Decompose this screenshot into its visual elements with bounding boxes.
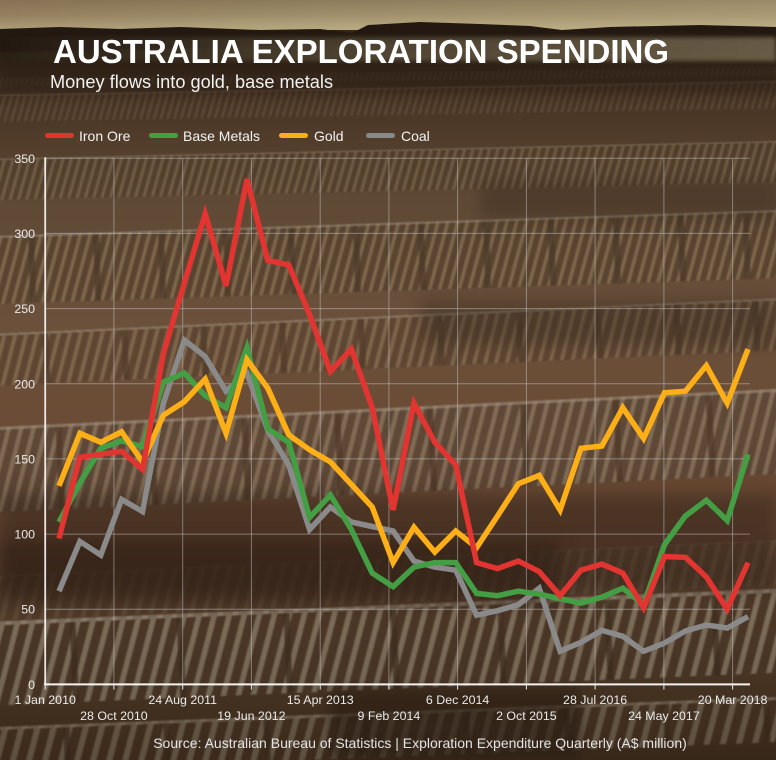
svg-text:28 Oct 2010: 28 Oct 2010 [80,709,148,723]
svg-text:50: 50 [21,603,35,617]
svg-text:200: 200 [14,377,35,391]
svg-text:Source: Australian Bureau of S: Source: Australian Bureau of Statistics … [153,735,687,751]
svg-text:300: 300 [14,227,35,241]
svg-text:19 Jun 2012: 19 Jun 2012 [217,709,285,723]
svg-text:28 Jul 2016: 28 Jul 2016 [563,693,627,707]
svg-text:350: 350 [14,152,35,166]
svg-text:150: 150 [14,452,35,466]
svg-text:0: 0 [28,678,35,692]
svg-text:1 Jan 2010: 1 Jan 2010 [15,693,76,707]
svg-text:15 Apr 2013: 15 Apr 2013 [287,693,354,707]
svg-text:100: 100 [14,528,35,542]
svg-text:20 Mar 2018: 20 Mar 2018 [698,693,768,707]
svg-text:250: 250 [14,302,35,316]
svg-text:24 Aug 2011: 24 Aug 2011 [148,693,217,707]
svg-text:9 Feb 2014: 9 Feb 2014 [358,709,421,723]
svg-text:24 May 2017: 24 May 2017 [628,709,700,723]
svg-text:6 Dec 2014: 6 Dec 2014 [426,693,489,707]
svg-text:2 Oct 2015: 2 Oct 2015 [496,709,557,723]
